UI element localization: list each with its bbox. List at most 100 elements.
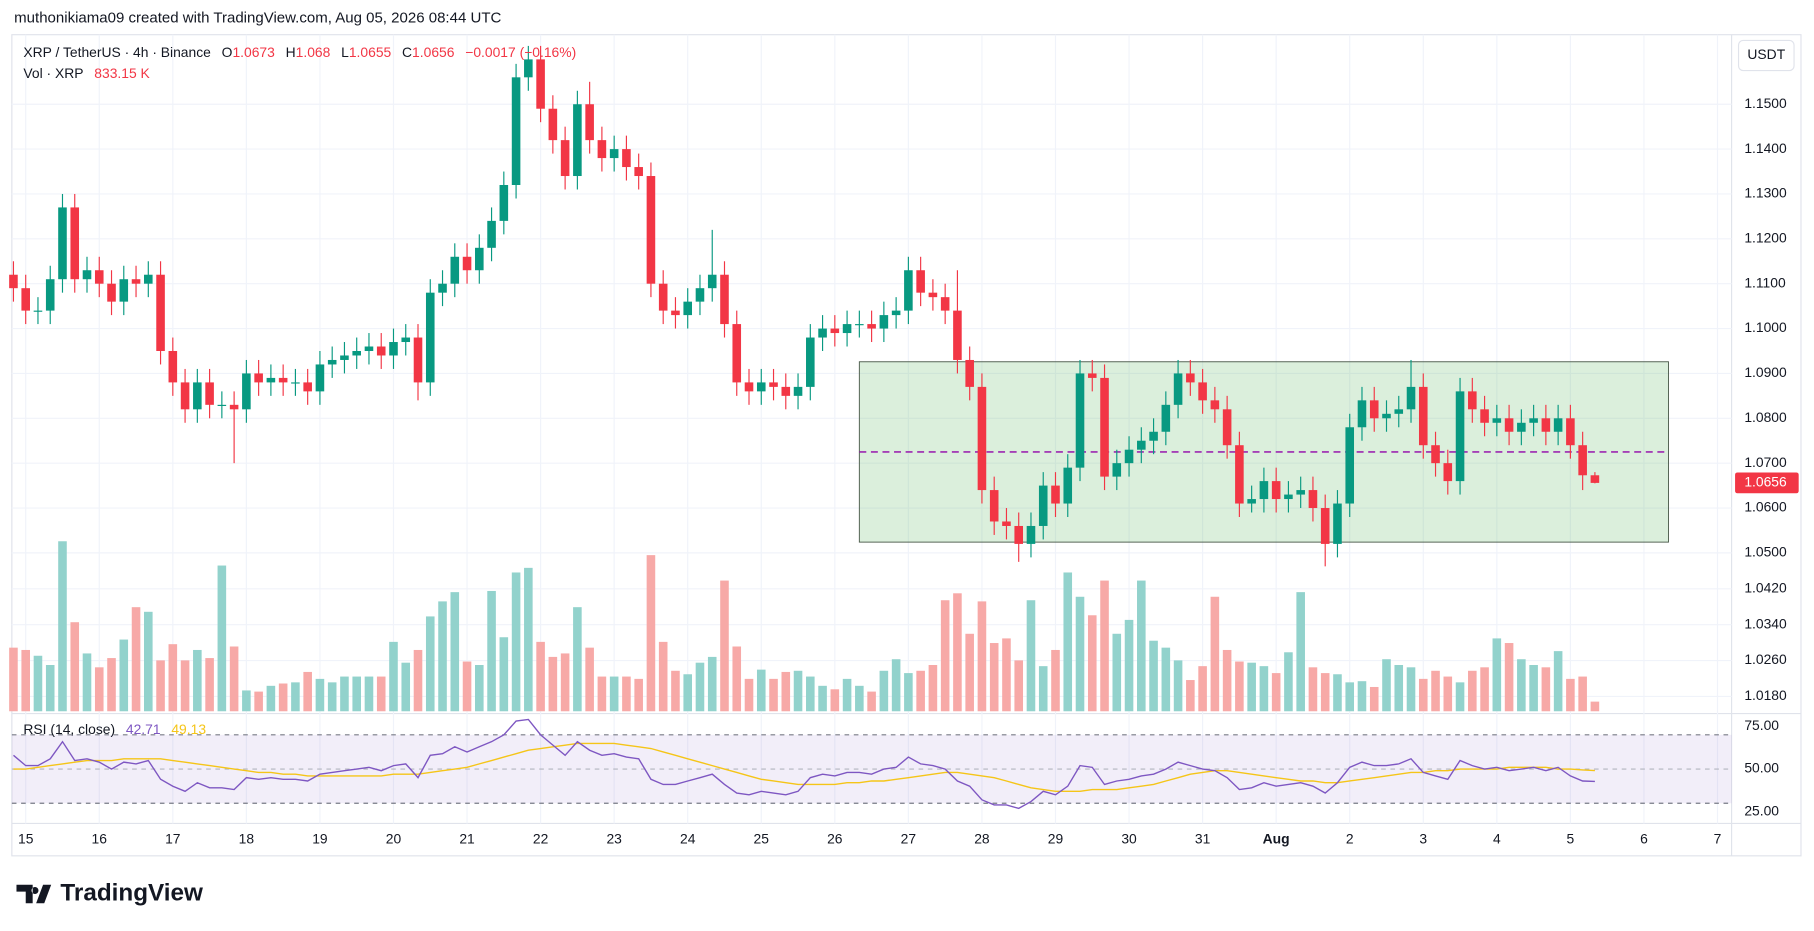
volume-bar — [144, 611, 153, 712]
rsi-ma-value: 49.13 — [171, 720, 206, 736]
y-tick-label: 1.1400 — [1744, 140, 1787, 156]
candle-body — [487, 220, 496, 248]
volume-bar — [1566, 678, 1575, 712]
x-tick-label: 18 — [239, 830, 255, 846]
x-tick-label: 31 — [1195, 830, 1211, 846]
volume-bar — [965, 633, 974, 712]
candle-body — [1590, 475, 1600, 483]
volume-bar — [940, 600, 950, 712]
y-tick-label: 1.0260 — [1744, 651, 1787, 667]
rsi-tick-label: 75.00 — [1744, 717, 1779, 733]
y-tick-label: 1.1500 — [1744, 95, 1787, 111]
candle-body — [536, 59, 545, 109]
candle-body — [573, 104, 582, 177]
candle-body — [205, 382, 214, 405]
candle-body — [242, 373, 251, 410]
candle-body — [1406, 386, 1416, 410]
volume-bar — [830, 689, 840, 712]
o-letter: O — [222, 44, 233, 60]
candle-body — [904, 270, 913, 311]
volume-bar — [1173, 660, 1183, 712]
currency-button[interactable] — [1737, 39, 1795, 72]
volume-bar — [107, 658, 116, 712]
candle-body — [266, 377, 276, 383]
volume-bar — [475, 665, 484, 712]
volume-bar — [634, 678, 643, 712]
candle-body — [33, 310, 43, 312]
volume-bar — [1394, 665, 1404, 712]
volume-bar — [1014, 660, 1024, 712]
volume-bar — [327, 682, 337, 712]
candle-body — [131, 279, 141, 284]
candle-body — [867, 324, 876, 329]
volume-bar — [499, 637, 509, 712]
candle-body — [94, 270, 104, 284]
candle-body — [401, 337, 411, 343]
volume-bar — [707, 656, 717, 712]
candle-body — [1480, 409, 1489, 423]
volume-bar — [1210, 596, 1220, 712]
candle-body — [425, 292, 435, 383]
volume-bar — [1443, 676, 1453, 712]
candle-body — [597, 140, 607, 159]
volume-bar — [1382, 659, 1391, 712]
candle-body — [1492, 418, 1502, 423]
candle-body — [1369, 400, 1379, 419]
volume-bar — [536, 641, 545, 712]
candle-body — [1284, 494, 1293, 500]
currency[interactable]: USDT — [1747, 46, 1785, 62]
rsi-line — [13, 718, 1595, 810]
c-value: 1.0656 — [412, 44, 455, 60]
candle-body — [658, 283, 668, 311]
volume-bar — [94, 667, 104, 712]
rsi-value: 42.71 — [126, 720, 161, 736]
volume-bar — [1455, 682, 1465, 712]
volume-bar — [242, 690, 251, 712]
candle-body — [1198, 382, 1207, 401]
candle-body — [548, 108, 558, 141]
candle-body — [1173, 373, 1183, 405]
volume-bar — [1308, 667, 1318, 712]
candle-body — [989, 490, 999, 522]
candle-body — [1124, 449, 1134, 464]
volume-bar — [352, 676, 361, 712]
volume-bar — [524, 567, 533, 712]
volume-bar — [291, 682, 300, 712]
volume-bar — [953, 593, 962, 712]
candle-body — [1222, 409, 1232, 446]
candle-body — [499, 184, 509, 221]
x-tick-label: 16 — [92, 830, 108, 846]
x-tick-label: 22 — [533, 830, 549, 846]
volume-bar — [769, 678, 778, 712]
volume-bar — [1529, 665, 1538, 712]
candle-body — [965, 359, 974, 387]
volume-bar — [1418, 678, 1428, 712]
rsi-tick-label: 25.00 — [1744, 802, 1779, 818]
candle-body — [1210, 400, 1220, 410]
candle-body — [1333, 503, 1342, 544]
candle-body — [278, 377, 288, 383]
volume-bar — [720, 580, 729, 712]
y-tick-label: 1.0420 — [1744, 579, 1787, 595]
volume-bar — [1051, 649, 1060, 712]
volume-bar — [891, 659, 901, 712]
volume-bar — [70, 622, 80, 712]
volume-bar — [1149, 640, 1158, 712]
x-tick-label: 19 — [312, 830, 328, 846]
candle-body — [1455, 391, 1465, 482]
attribution: muthonikiama09 created with TradingView.… — [14, 9, 501, 26]
h-value: 1.068 — [296, 44, 331, 60]
volume-bar — [1235, 661, 1244, 712]
candle-body — [340, 355, 349, 360]
candle-body — [855, 324, 864, 326]
candle-body — [1063, 467, 1073, 504]
candle-body — [58, 207, 67, 280]
volume-bar — [1002, 638, 1011, 712]
candle-body — [107, 283, 116, 302]
volume-bar — [425, 616, 435, 712]
candle-body — [560, 140, 570, 177]
x-tick-label: 30 — [1121, 830, 1137, 846]
volume-bar — [205, 658, 214, 712]
volume-bar — [1296, 592, 1305, 712]
